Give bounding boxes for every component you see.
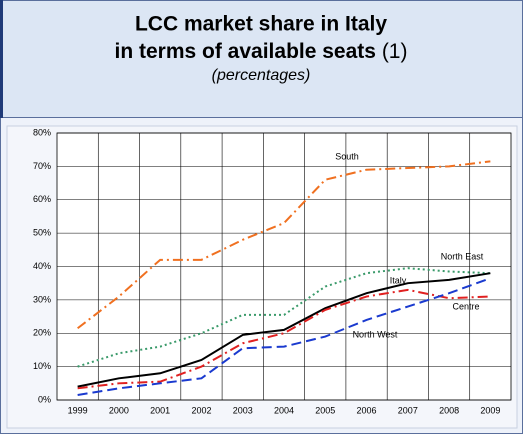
series-label: North West [353,329,398,339]
y-tick-label: 70% [33,161,51,171]
y-tick-label: 50% [33,228,51,238]
x-tick-label: 2003 [233,405,253,415]
x-tick-label: 2004 [274,405,294,415]
title-note: (1) [382,40,408,63]
series-line [77,277,491,396]
y-tick-label: 20% [33,328,51,338]
y-tick-label: 40% [33,261,51,271]
y-tick-label: 60% [33,194,51,204]
series-label: North East [441,251,484,261]
x-tick-label: 2009 [480,405,500,415]
y-tick-label: 80% [33,127,51,137]
x-tick-label: 2008 [439,405,459,415]
series-label: South [335,151,359,161]
header-box [0,0,523,118]
series-line [77,160,491,330]
x-tick-label: 2005 [315,405,335,415]
chart-title: in terms of available seats [115,40,376,63]
x-tick-label: 2007 [398,405,418,415]
series-line [77,267,491,368]
series-line [77,272,491,388]
header-accent [0,0,3,118]
series-label: Italy [390,275,407,285]
y-tick-label: 10% [33,361,51,371]
x-tick-label: 1999 [68,405,88,415]
chart-subtitle: (percentages) [212,67,311,84]
x-tick-label: 2002 [191,405,211,415]
chart-title: in terms of available seats (1) [115,40,408,63]
chart-title: LCC market share in Italy [135,13,387,36]
y-tick-label: 0% [38,394,51,404]
x-tick-label: 2006 [357,405,377,415]
series-label: Centre [452,301,479,311]
x-tick-label: 2001 [150,405,170,415]
series-line [77,288,491,390]
x-tick-label: 2000 [109,405,129,415]
y-tick-label: 30% [33,294,51,304]
